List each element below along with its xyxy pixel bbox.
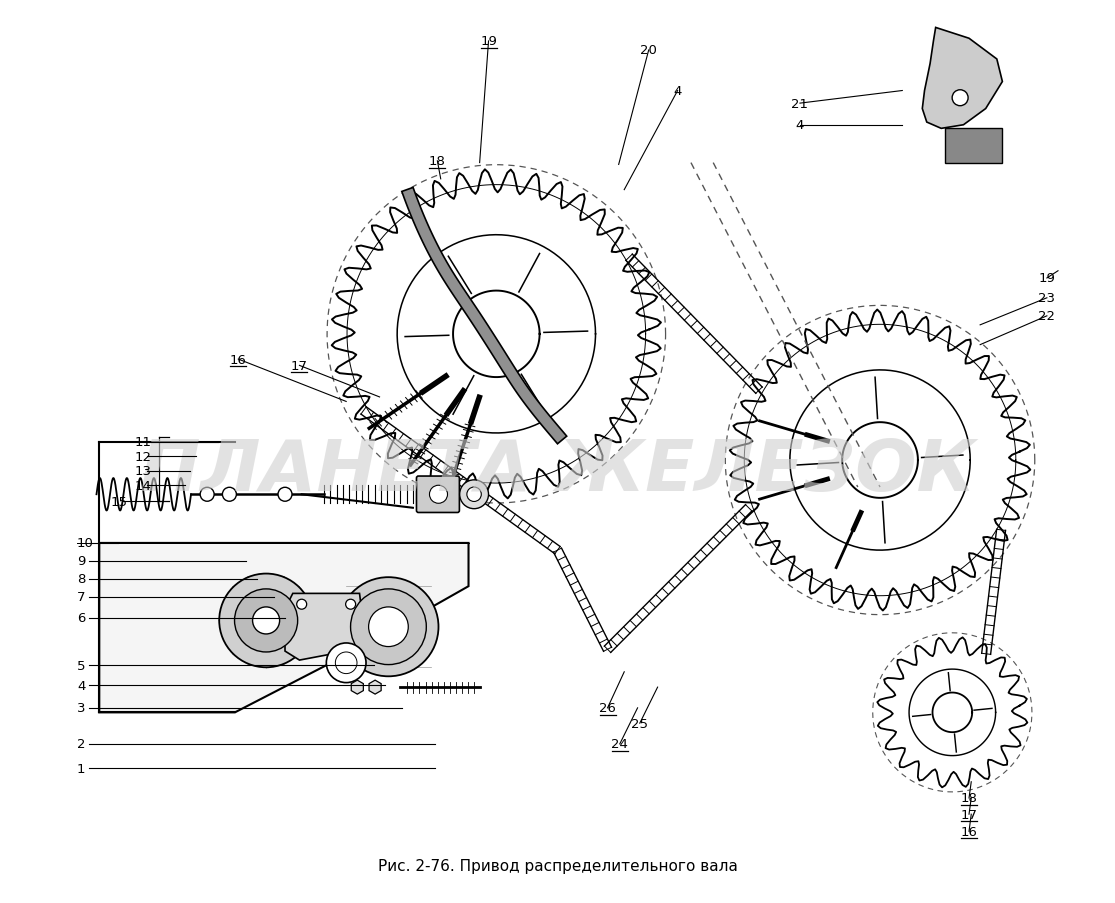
Text: 18: 18	[429, 155, 446, 168]
Text: 4: 4	[796, 119, 804, 132]
Circle shape	[459, 480, 488, 509]
Text: 23: 23	[1038, 292, 1056, 305]
Circle shape	[222, 488, 236, 502]
Text: 14: 14	[135, 479, 152, 492]
Text: 2: 2	[77, 738, 86, 750]
Text: 19: 19	[1038, 272, 1055, 285]
Text: ПЛАНЕТА ЖЕЛЕЗОК: ПЛАНЕТА ЖЕЛЕЗОК	[139, 437, 976, 506]
Circle shape	[369, 607, 408, 647]
Text: 26: 26	[599, 702, 615, 714]
Text: 4: 4	[77, 679, 86, 692]
Text: 9: 9	[77, 554, 86, 568]
Polygon shape	[99, 544, 468, 712]
Text: 6: 6	[77, 611, 86, 625]
Circle shape	[297, 600, 307, 610]
Circle shape	[253, 607, 280, 634]
Text: 13: 13	[135, 465, 152, 478]
Text: 25: 25	[631, 717, 648, 730]
Polygon shape	[401, 188, 566, 444]
Text: 22: 22	[1038, 310, 1056, 323]
Circle shape	[327, 643, 366, 683]
Text: 1: 1	[77, 762, 86, 775]
Circle shape	[952, 90, 968, 107]
Polygon shape	[285, 594, 366, 660]
Text: 17: 17	[291, 359, 308, 372]
Circle shape	[350, 590, 426, 665]
Text: 24: 24	[611, 738, 628, 750]
Text: Рис. 2-76. Привод распределительного вала: Рис. 2-76. Привод распределительного вал…	[378, 858, 737, 873]
FancyBboxPatch shape	[417, 477, 459, 513]
Text: 21: 21	[792, 98, 808, 110]
Text: 19: 19	[481, 35, 497, 49]
Circle shape	[234, 590, 298, 652]
Text: 5: 5	[77, 659, 86, 672]
Circle shape	[201, 488, 214, 502]
Text: 8: 8	[77, 573, 86, 586]
Text: 16: 16	[230, 353, 246, 367]
Text: 15: 15	[110, 496, 127, 508]
Circle shape	[346, 600, 356, 610]
Text: 3: 3	[77, 702, 86, 714]
Circle shape	[429, 486, 447, 504]
Text: 4: 4	[673, 85, 681, 98]
Circle shape	[336, 652, 357, 674]
Text: 11: 11	[135, 436, 152, 449]
Circle shape	[467, 488, 482, 502]
Text: 10: 10	[77, 536, 94, 550]
Text: 17: 17	[960, 808, 978, 821]
Polygon shape	[922, 28, 1002, 129]
Ellipse shape	[338, 578, 438, 676]
Circle shape	[278, 488, 292, 502]
Circle shape	[220, 574, 313, 667]
Polygon shape	[944, 129, 1002, 163]
Text: 20: 20	[640, 44, 657, 58]
Text: 16: 16	[961, 825, 978, 838]
Text: 12: 12	[135, 451, 152, 463]
Text: 18: 18	[961, 792, 978, 805]
Text: 7: 7	[77, 591, 86, 604]
